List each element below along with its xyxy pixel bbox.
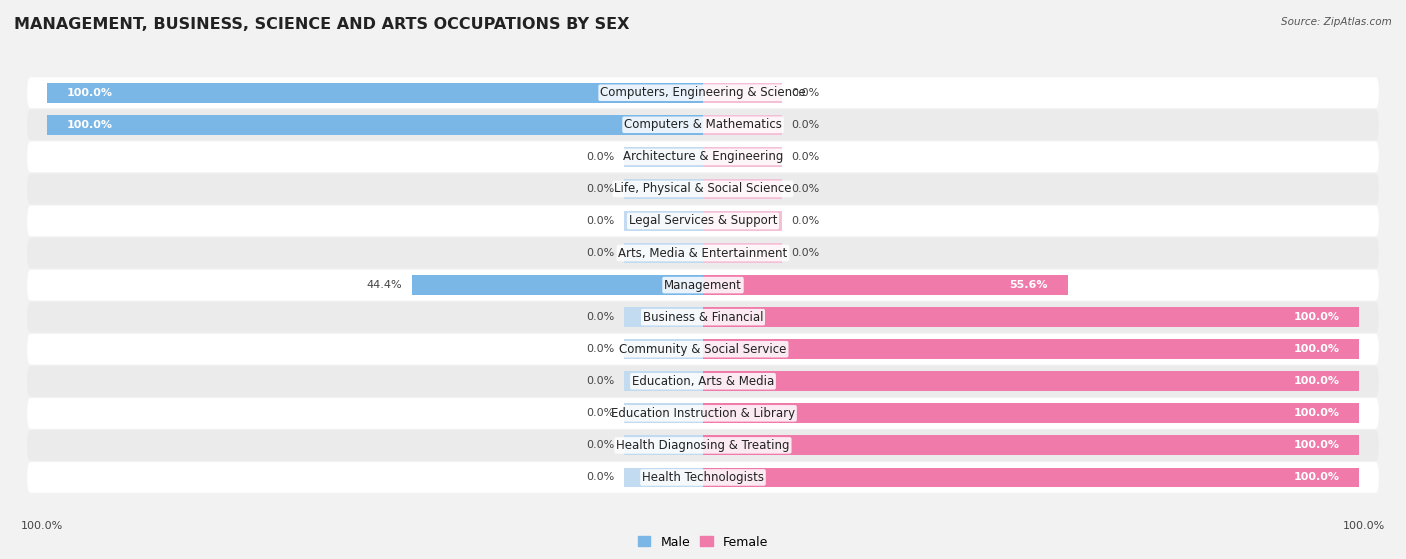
FancyBboxPatch shape [27, 141, 1379, 172]
Text: MANAGEMENT, BUSINESS, SCIENCE AND ARTS OCCUPATIONS BY SEX: MANAGEMENT, BUSINESS, SCIENCE AND ARTS O… [14, 17, 630, 32]
Bar [624, 147, 703, 167]
Text: 100.0%: 100.0% [1294, 472, 1340, 482]
Legend: Male, Female: Male, Female [633, 530, 773, 553]
Bar [624, 179, 703, 199]
Text: 0.0%: 0.0% [586, 312, 614, 322]
Text: 0.0%: 0.0% [586, 152, 614, 162]
Text: 0.0%: 0.0% [792, 184, 820, 194]
Bar [703, 339, 1360, 359]
FancyBboxPatch shape [27, 302, 1379, 333]
Text: Arts, Media & Entertainment: Arts, Media & Entertainment [619, 247, 787, 259]
Bar [624, 339, 703, 359]
FancyBboxPatch shape [27, 238, 1379, 268]
Bar [703, 307, 1360, 327]
FancyBboxPatch shape [27, 269, 1379, 301]
FancyBboxPatch shape [27, 173, 1379, 204]
Text: 0.0%: 0.0% [792, 248, 820, 258]
Text: 0.0%: 0.0% [792, 120, 820, 130]
Text: Education, Arts & Media: Education, Arts & Media [631, 375, 775, 388]
Text: 55.6%: 55.6% [1010, 280, 1047, 290]
Text: 100.0%: 100.0% [21, 521, 63, 530]
Text: 0.0%: 0.0% [792, 152, 820, 162]
Text: 100.0%: 100.0% [66, 88, 112, 98]
Text: Source: ZipAtlas.com: Source: ZipAtlas.com [1281, 17, 1392, 27]
FancyBboxPatch shape [27, 366, 1379, 397]
Text: Life, Physical & Social Science: Life, Physical & Social Science [614, 182, 792, 196]
Text: 0.0%: 0.0% [586, 408, 614, 418]
Bar [624, 243, 703, 263]
Bar [703, 179, 782, 199]
Bar [46, 115, 703, 135]
Text: 0.0%: 0.0% [792, 88, 820, 98]
Text: 44.4%: 44.4% [366, 280, 402, 290]
Bar [703, 115, 782, 135]
Text: Computers & Mathematics: Computers & Mathematics [624, 119, 782, 131]
Text: 100.0%: 100.0% [1294, 312, 1340, 322]
FancyBboxPatch shape [27, 430, 1379, 461]
Text: Management: Management [664, 278, 742, 292]
FancyBboxPatch shape [27, 398, 1379, 429]
Text: Architecture & Engineering: Architecture & Engineering [623, 150, 783, 163]
Bar [703, 467, 1360, 487]
Text: Health Diagnosing & Treating: Health Diagnosing & Treating [616, 439, 790, 452]
Bar [46, 83, 703, 103]
Text: 0.0%: 0.0% [586, 472, 614, 482]
Text: 0.0%: 0.0% [586, 216, 614, 226]
Text: Business & Financial: Business & Financial [643, 311, 763, 324]
Text: 0.0%: 0.0% [586, 248, 614, 258]
Bar [703, 435, 1360, 456]
FancyBboxPatch shape [27, 334, 1379, 364]
Text: 0.0%: 0.0% [586, 440, 614, 451]
Bar [703, 147, 782, 167]
Bar [624, 435, 703, 456]
Text: 100.0%: 100.0% [1343, 521, 1385, 530]
Bar [703, 404, 1360, 423]
Text: 100.0%: 100.0% [66, 120, 112, 130]
Bar [703, 243, 782, 263]
Bar [703, 211, 782, 231]
Text: 0.0%: 0.0% [586, 376, 614, 386]
Bar [624, 404, 703, 423]
Text: Computers, Engineering & Science: Computers, Engineering & Science [600, 86, 806, 100]
Bar [703, 371, 1360, 391]
Text: 100.0%: 100.0% [1294, 440, 1340, 451]
Text: Health Technologists: Health Technologists [643, 471, 763, 484]
FancyBboxPatch shape [27, 77, 1379, 108]
Text: 0.0%: 0.0% [792, 216, 820, 226]
FancyBboxPatch shape [27, 206, 1379, 236]
Text: 0.0%: 0.0% [586, 184, 614, 194]
Text: 100.0%: 100.0% [1294, 376, 1340, 386]
Bar [624, 307, 703, 327]
Bar [624, 211, 703, 231]
FancyBboxPatch shape [27, 110, 1379, 140]
Text: 0.0%: 0.0% [586, 344, 614, 354]
Bar [703, 275, 1067, 295]
Text: 100.0%: 100.0% [1294, 344, 1340, 354]
FancyBboxPatch shape [27, 462, 1379, 493]
Text: Community & Social Service: Community & Social Service [619, 343, 787, 356]
Text: 100.0%: 100.0% [1294, 408, 1340, 418]
Bar [412, 275, 703, 295]
Text: Legal Services & Support: Legal Services & Support [628, 215, 778, 228]
Text: Education Instruction & Library: Education Instruction & Library [612, 407, 794, 420]
Bar [624, 371, 703, 391]
Bar [703, 83, 782, 103]
Bar [624, 467, 703, 487]
